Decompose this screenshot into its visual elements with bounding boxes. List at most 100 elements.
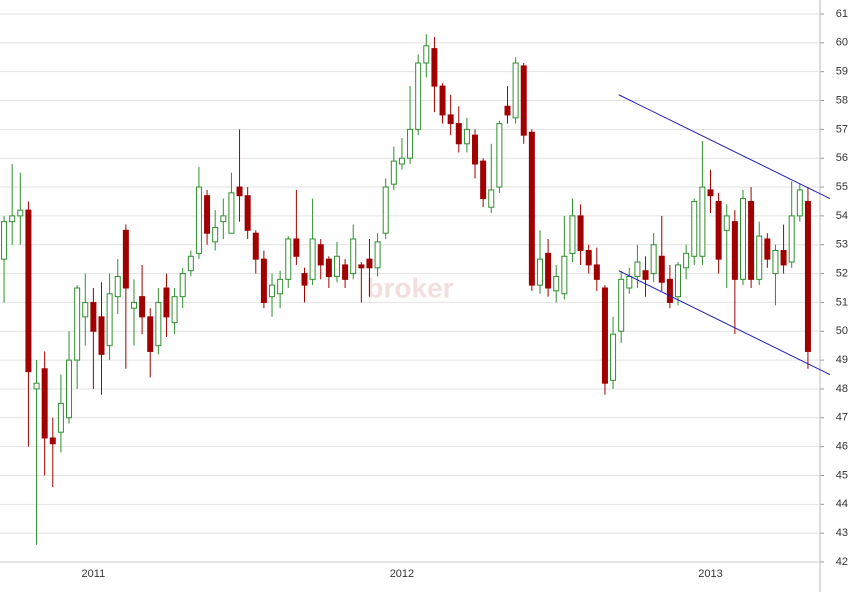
candle-body — [90, 301, 97, 332]
trend-line — [618, 270, 831, 375]
candle-body — [447, 114, 454, 125]
candle-body — [593, 264, 600, 280]
candle-body — [739, 198, 746, 280]
candle-body — [147, 316, 154, 352]
candle-body — [293, 238, 300, 257]
candle-body — [536, 258, 543, 286]
candle-body — [488, 189, 495, 208]
y-tick-label: 57 — [836, 123, 848, 135]
y-tick-label: 54 — [836, 210, 848, 222]
candle-body — [41, 368, 48, 439]
candle-body — [57, 402, 64, 433]
candle-body — [155, 301, 162, 347]
candle-body — [796, 189, 803, 217]
candle-body — [748, 200, 755, 280]
candle-body — [504, 105, 511, 116]
candle-body — [1, 221, 8, 260]
y-tick-label: 47 — [836, 412, 848, 424]
candle-body — [650, 244, 657, 275]
candle-body — [66, 359, 73, 419]
candle-body — [171, 296, 178, 324]
x-tick-label: 2013 — [698, 568, 722, 580]
candle-body — [98, 316, 105, 355]
candle-body — [545, 252, 552, 289]
candle-body — [675, 264, 682, 298]
candle-body — [139, 296, 146, 318]
candle-body — [49, 437, 56, 445]
candle-body — [618, 278, 625, 332]
y-tick-label: 49 — [836, 354, 848, 366]
candle-body — [374, 241, 381, 269]
candle-body — [277, 278, 284, 295]
candle-body — [9, 215, 16, 223]
candle-body — [666, 278, 673, 303]
candle-body — [577, 215, 584, 252]
candle-body — [122, 229, 129, 289]
candle-body — [480, 160, 487, 200]
y-tick-label: 43 — [836, 527, 848, 539]
candle-body — [723, 215, 730, 231]
candle-body — [561, 255, 568, 295]
candle-body — [114, 275, 121, 298]
candle-body — [382, 186, 389, 234]
candle-body — [610, 333, 617, 381]
y-tick-label: 56 — [836, 152, 848, 164]
candle-body — [106, 293, 113, 347]
candle-body — [658, 255, 665, 283]
candle-body — [350, 238, 357, 275]
candle-body — [472, 134, 479, 165]
candle-body — [220, 215, 227, 223]
candle-body — [804, 200, 811, 352]
candle-body — [780, 250, 787, 266]
y-tick-label: 60 — [836, 37, 848, 49]
candle-body — [333, 255, 340, 277]
candle-body — [764, 238, 771, 260]
candle-body — [17, 209, 24, 217]
candle-body — [642, 270, 649, 280]
candle-body — [431, 48, 438, 87]
candle-body — [74, 287, 81, 361]
candle-body — [715, 200, 722, 260]
y-tick-label: 59 — [836, 66, 848, 78]
y-tick-label: 48 — [836, 383, 848, 395]
candle-body — [244, 195, 251, 231]
candle-body — [236, 186, 243, 197]
candle-body — [195, 186, 202, 254]
y-tick-label: 44 — [836, 498, 848, 510]
watermark: broker — [366, 272, 453, 303]
y-tick-label: 61 — [836, 8, 848, 20]
candle-body — [528, 131, 535, 286]
candle-body — [512, 62, 519, 119]
y-tick-label: 42 — [836, 556, 848, 568]
candle-body — [423, 45, 430, 64]
candle-body — [285, 238, 292, 280]
candle-body — [455, 123, 462, 145]
candle-body — [366, 258, 373, 269]
candle-body — [707, 189, 714, 197]
candle-body — [252, 232, 259, 260]
candle-body — [390, 160, 397, 185]
candle-body — [756, 235, 763, 280]
candle-body — [187, 255, 194, 272]
candle-body — [553, 275, 560, 292]
y-tick-label: 50 — [836, 325, 848, 337]
candle-body — [463, 128, 470, 145]
candle-body — [204, 195, 211, 234]
candle-body — [325, 258, 332, 277]
candle-body — [439, 85, 446, 116]
candle-body — [82, 301, 89, 318]
candle-body — [731, 221, 738, 280]
candle-body — [342, 264, 349, 280]
candle-body — [269, 284, 276, 298]
candle-body — [407, 128, 414, 159]
candle-body — [212, 226, 219, 243]
candle-body — [309, 238, 316, 280]
candle-body — [601, 287, 608, 384]
y-tick-label: 46 — [836, 441, 848, 453]
x-tick-label: 2012 — [390, 568, 414, 580]
y-tick-label: 52 — [836, 267, 848, 279]
candle-body — [130, 301, 137, 309]
candle-body — [585, 250, 592, 266]
